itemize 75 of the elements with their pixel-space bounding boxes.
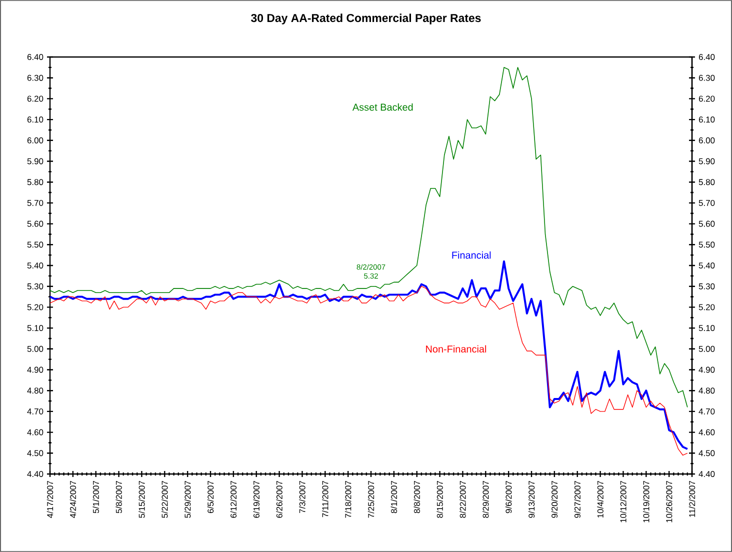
x-tick-label: 7/18/2007: [344, 480, 352, 518]
y2-tick-label: 5.50: [27, 242, 44, 248]
x-tick-label: 6/12/2007: [230, 480, 237, 518]
y-tick-label: 5.10: [698, 325, 715, 332]
y-tick-label: 6.20: [698, 96, 715, 102]
series-label: Financial: [452, 251, 491, 259]
y-tick-label: 6.30: [698, 74, 715, 81]
x-tick-label: 10/19/2007: [643, 480, 650, 522]
x-tick-label: 10/12/2007: [620, 480, 626, 522]
text: Non-Financial: [426, 345, 486, 353]
x-tick-label: 7/25/2007: [368, 480, 374, 518]
x-tick-label: 10/4/2007: [597, 480, 604, 518]
y-tick-label: 6.40: [698, 54, 715, 60]
y-tick-label: 4.60: [698, 429, 715, 436]
x-tick-label: 11/2/2007: [688, 480, 696, 517]
y-tick-label: 4.50: [698, 450, 715, 456]
chart-title: 30 Day AA-Rated Commercial Paper Rates: [251, 14, 481, 24]
x-tick-label: 8/22/2007: [460, 480, 466, 518]
x-tick-label: 5/1/2007: [92, 480, 99, 514]
y-tick-label: 5.30: [698, 283, 715, 290]
x-tick-label: 8/15/2007: [436, 480, 443, 518]
x-tick-label: 6/26/2007: [276, 480, 282, 518]
x-tick-label: 5/29/2007: [184, 480, 191, 518]
y-tick-label: 5.00: [698, 346, 715, 352]
y-tick-label: 6.00: [698, 137, 715, 144]
y2-tick-label: 4.70: [27, 408, 44, 414]
y2-tick-label: 6.20: [27, 96, 44, 102]
y2-tick-label: 6.10: [27, 116, 44, 123]
y2-tick-label: 5.80: [27, 179, 44, 186]
y2-tick-label: 4.80: [27, 388, 44, 394]
y-tick-label: 5.80: [698, 179, 715, 186]
y2-tick-label: 5.60: [27, 220, 44, 227]
y-tick-label: 5.40: [698, 262, 715, 268]
y-tick-label: 5.60: [698, 220, 715, 227]
y2-tick-label: 5.90: [27, 158, 44, 164]
y2-tick-label: 5.00: [27, 346, 44, 352]
x-tick-label: 5/8/2007: [116, 480, 122, 514]
x-tick-label: 4/24/2007: [70, 480, 76, 518]
x-tick-label: 5/22/2007: [162, 480, 168, 518]
y2-tick-label: 6.30: [27, 74, 44, 81]
y2-tick-label: 5.30: [27, 283, 44, 290]
text: Asset Backed: [352, 103, 413, 111]
y2-tick-label: 6.00: [27, 137, 44, 144]
y-tick-label: 5.70: [698, 200, 715, 206]
x-tick-label: 6/19/2007: [253, 480, 260, 518]
y2-tick-label: 6.40: [27, 54, 44, 60]
y2-tick-label: 4.40: [27, 471, 44, 477]
y2-tick-label: 5.10: [27, 325, 44, 332]
x-tick-label: 7/11/2007: [322, 480, 328, 518]
y-tick-label: 4.40: [698, 471, 715, 477]
x-tick-label: 9/6/2007: [505, 480, 512, 514]
y2-tick-label: 5.70: [27, 200, 44, 206]
y-tick-label: 5.90: [698, 158, 715, 164]
y-tick-label: 5.20: [698, 304, 715, 310]
y2-tick-label: 4.90: [27, 366, 44, 373]
x-tick-label: 9/13/2007: [528, 480, 535, 518]
x-tick-label: 6/5/2007: [207, 480, 214, 514]
y2-tick-label: 4.60: [27, 429, 44, 436]
x-tick-label: 10/26/2007: [666, 480, 672, 522]
x-tick-label: 9/27/2007: [574, 480, 580, 518]
x-tick-label: 5/15/2007: [138, 480, 145, 518]
y-tick-label: 4.90: [698, 366, 715, 373]
x-tick-label: 8/1/2007: [390, 480, 398, 514]
x-tick-label: 8/29/2007: [482, 480, 489, 518]
y2-tick-label: 5.40: [27, 262, 44, 268]
y2-tick-label: 5.20: [27, 304, 44, 310]
x-tick-label: 7/3/2007: [299, 480, 306, 514]
x-tick-label: 8/8/2007: [414, 480, 420, 514]
x-tick-label: 4/17/2007: [46, 480, 54, 518]
x-tick-label: 9/20/2007: [551, 480, 558, 518]
y-tick-label: 4.70: [698, 408, 715, 414]
y2-tick-label: 4.50: [27, 450, 44, 456]
y-tick-label: 5.50: [698, 242, 715, 248]
y-tick-label: 4.80: [698, 388, 715, 394]
y-tick-label: 6.10: [698, 116, 715, 123]
